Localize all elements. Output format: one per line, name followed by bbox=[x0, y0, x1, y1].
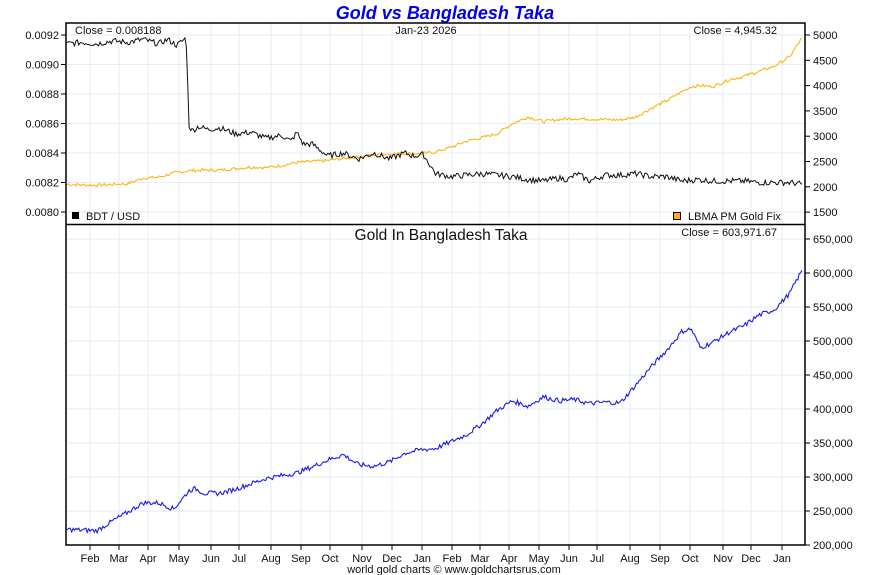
x-tick-label: Dec bbox=[741, 553, 761, 565]
x-tick-label: Oct bbox=[321, 553, 338, 565]
right-tick-label: 2500 bbox=[813, 157, 837, 169]
gridlines bbox=[66, 23, 805, 545]
x-tick-label: Jan bbox=[413, 553, 431, 565]
footer-credit: world gold charts © www.goldchartsrus.co… bbox=[346, 564, 561, 575]
right-tick-label: 550,000 bbox=[813, 302, 853, 314]
x-tick-label: Nov bbox=[352, 553, 372, 565]
legend-label-bdt-usd: BDT / USD bbox=[86, 211, 140, 223]
right-tick-label: 600,000 bbox=[813, 268, 853, 280]
x-tick-label: Sep bbox=[650, 553, 670, 565]
x-axis: Feb Mar Apr May Jun Jul Aug Sep Oct Nov Dec Jan Feb M… bbox=[81, 545, 791, 565]
taka-close-label: Close = 603,971.67 bbox=[681, 227, 777, 239]
left-tick-label: 0.0084 bbox=[25, 148, 59, 160]
right-tick-label: 3500 bbox=[813, 106, 837, 118]
bottom-panel-series bbox=[65, 270, 803, 535]
right-tick-label: 400,000 bbox=[813, 404, 853, 416]
x-tick-label: May bbox=[169, 553, 190, 565]
right-tick-label: 650,000 bbox=[813, 234, 853, 246]
left-tick-label: 0.0088 bbox=[25, 89, 59, 101]
left-tick-label: 0.0080 bbox=[25, 207, 59, 219]
x-tick-label: Feb bbox=[443, 553, 462, 565]
x-tick-label: Mar bbox=[471, 553, 490, 565]
x-tick-label: Apr bbox=[500, 553, 517, 565]
gold-close-label: Close = 4,945.32 bbox=[694, 25, 777, 37]
right-tick-label: 250,000 bbox=[813, 506, 853, 518]
series-line-gold-in-taka bbox=[65, 270, 803, 535]
top-panel-series bbox=[65, 36, 803, 188]
right-tick-label: 500,000 bbox=[813, 336, 853, 348]
right-tick-label: 350,000 bbox=[813, 438, 853, 450]
right-tick-label: 3000 bbox=[813, 131, 837, 143]
x-tick-label: Jun bbox=[560, 553, 578, 565]
top-left-axis: 0.0092 0.0090 0.0088 0.0086 0.0084 0.0082 0.00… bbox=[25, 30, 66, 219]
x-tick-label: Jan bbox=[773, 553, 791, 565]
bottom-right-axis: 650,000 600,000 550,000 500,000 450,000 400,0… bbox=[805, 234, 853, 552]
series-line-bdt-usd bbox=[65, 36, 803, 187]
right-tick-label: 200,000 bbox=[813, 540, 853, 552]
right-tick-label: 300,000 bbox=[813, 472, 853, 484]
right-tick-label: 4000 bbox=[813, 81, 837, 93]
legend-label-gold-fix: LBMA PM Gold Fix bbox=[688, 211, 781, 223]
x-tick-label: Nov bbox=[713, 553, 733, 565]
right-tick-label: 2000 bbox=[813, 182, 837, 194]
bottom-panel-title: Gold In Bangladesh Taka bbox=[355, 227, 528, 244]
x-tick-label: Feb bbox=[81, 553, 100, 565]
x-tick-label: Oct bbox=[681, 553, 698, 565]
x-tick-label: Dec bbox=[382, 553, 402, 565]
left-tick-label: 0.0082 bbox=[25, 178, 59, 190]
left-tick-label: 0.0086 bbox=[25, 119, 59, 131]
x-tick-label: Aug bbox=[620, 553, 640, 565]
date-label: Jan-23 2026 bbox=[395, 25, 456, 37]
legend-swatch-gold-fix bbox=[673, 212, 681, 220]
left-tick-label: 0.0090 bbox=[25, 60, 59, 72]
chart-title: Gold vs Bangladesh Taka bbox=[336, 3, 554, 23]
right-tick-label: 5000 bbox=[813, 30, 837, 42]
series-line-gold-fix bbox=[66, 37, 803, 188]
bdt-close-label: Close = 0.008188 bbox=[75, 25, 162, 37]
x-tick-label: Jul bbox=[590, 553, 604, 565]
right-tick-label: 4500 bbox=[813, 55, 837, 67]
right-tick-label: 1500 bbox=[813, 207, 837, 219]
x-tick-label: Aug bbox=[261, 553, 281, 565]
x-tick-label: Mar bbox=[110, 553, 129, 565]
plot-frame bbox=[65, 22, 806, 546]
x-tick-label: Apr bbox=[139, 553, 156, 565]
top-right-axis: 5000 4500 4000 3500 3000 2500 2000 1500 bbox=[805, 30, 837, 219]
right-tick-label: 450,000 bbox=[813, 370, 853, 382]
left-tick-label: 0.0092 bbox=[25, 30, 59, 42]
x-tick-label: Sep bbox=[291, 553, 311, 565]
x-tick-label: Jun bbox=[202, 553, 220, 565]
x-tick-label: May bbox=[529, 553, 550, 565]
x-tick-label: Jul bbox=[232, 553, 246, 565]
legend-swatch-bdt-usd bbox=[72, 212, 79, 219]
